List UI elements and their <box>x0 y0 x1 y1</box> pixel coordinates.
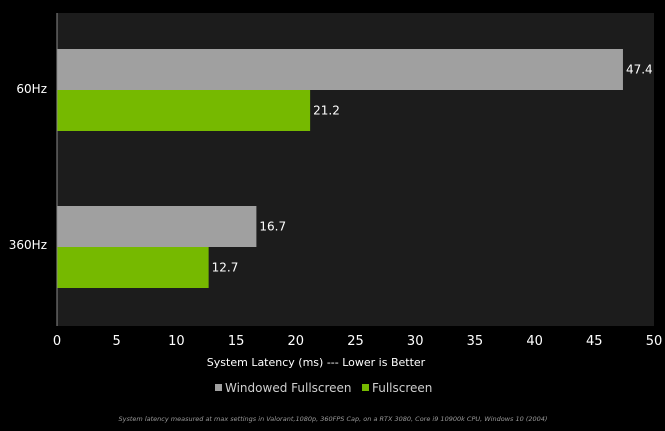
x-tick-label: 45 <box>586 334 603 349</box>
category-labels: 60Hz 360Hz <box>9 82 47 252</box>
x-tick-label: 25 <box>347 334 364 349</box>
legend: Windowed Fullscreen Fullscreen <box>215 381 432 395</box>
data-label: 16.7 <box>259 220 286 234</box>
legend-swatch <box>362 384 369 391</box>
data-label: 21.2 <box>313 104 340 118</box>
bar-windowed-fullscreen-60hz <box>57 49 623 90</box>
legend-swatch <box>215 384 222 391</box>
x-tick-label: 15 <box>228 334 245 349</box>
legend-label: Windowed Fullscreen <box>225 381 352 395</box>
data-label: 47.4 <box>626 63 653 77</box>
category-label: 60Hz <box>16 82 47 96</box>
bar-windowed-fullscreen-360hz <box>57 206 257 247</box>
x-tick-label: 40 <box>526 334 543 349</box>
x-tick-label: 50 <box>646 334 663 349</box>
bars-layer: 47.4 21.2 16.7 12.7 <box>57 49 653 288</box>
category-label: 360Hz <box>9 238 47 252</box>
bar-fullscreen-60hz <box>57 90 311 131</box>
x-axis-title: System Latency (ms) --- Lower is Better <box>207 356 426 369</box>
x-axis-ticks: 0 5 10 15 20 25 30 35 40 45 50 <box>53 13 662 349</box>
x-tick-label: 30 <box>407 334 424 349</box>
x-tick-label: 5 <box>113 334 121 349</box>
x-tick-label: 20 <box>288 334 305 349</box>
data-label: 12.7 <box>212 261 239 275</box>
x-tick-label: 10 <box>168 334 185 349</box>
legend-label: Fullscreen <box>372 381 432 395</box>
footnote: System latency measured at max settings … <box>119 415 548 423</box>
bar-fullscreen-360hz <box>57 247 209 288</box>
x-tick-label: 35 <box>467 334 484 349</box>
x-tick-label: 0 <box>53 334 61 349</box>
